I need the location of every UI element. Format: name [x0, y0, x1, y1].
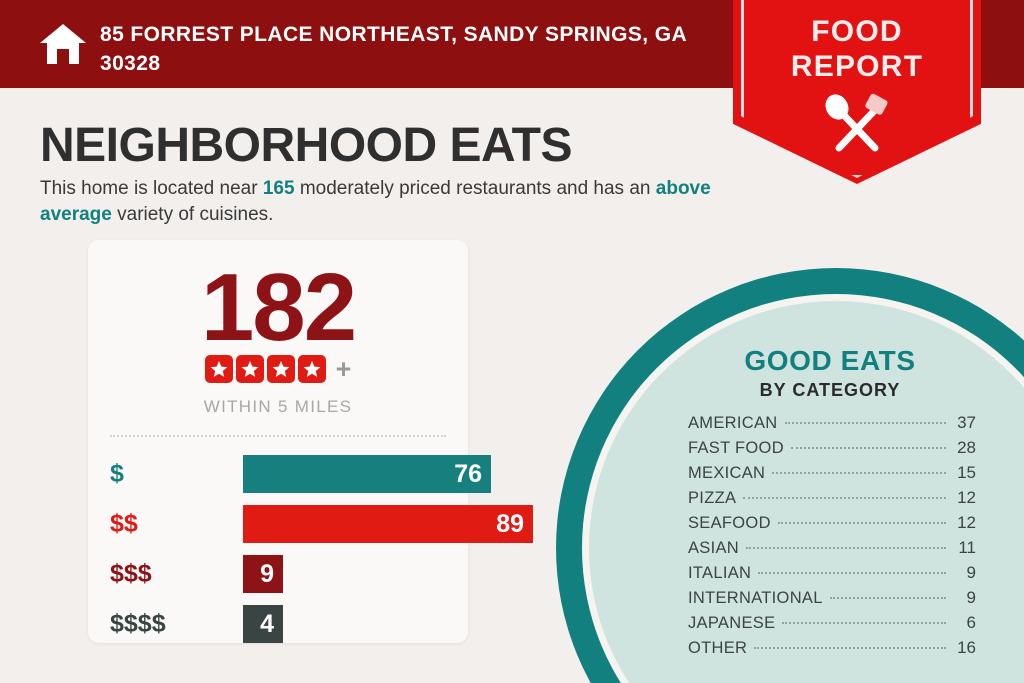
category-name: JAPANESE: [688, 614, 776, 632]
category-name: AMERICAN: [688, 414, 778, 432]
leader-dots: [777, 522, 946, 524]
price-tier-value: 76: [454, 459, 482, 488]
category-count: 12: [957, 488, 976, 507]
category-count: 16: [957, 638, 976, 657]
category-count: 28: [957, 438, 976, 457]
subtitle-text: This home is located near 165 moderately…: [40, 176, 730, 228]
category-list: AMERICAN 37 FAST FOOD 28 MEXICAN 15 PIZZA 12 SEA…: [688, 413, 976, 663]
category-count: 9: [966, 588, 976, 607]
subtitle-part3: variety of cuisines.: [111, 204, 274, 225]
price-tier-row: $$$ 9: [88, 552, 468, 596]
page-title: NEIGHBORHOOD EATS: [40, 119, 572, 172]
spoon-fork-icon: [825, 93, 888, 152]
price-tier-row: $$ 89: [88, 502, 533, 546]
leader-dots: [782, 622, 946, 624]
leader-dots: [784, 422, 946, 424]
badge-inner-border: [741, 0, 973, 178]
star-rating: +: [88, 355, 468, 383]
leader-dots: [829, 597, 946, 599]
category-name: ITALIAN: [688, 564, 752, 582]
category-count: 11: [958, 538, 976, 557]
star-icon: [204, 355, 233, 383]
price-tier-bar-chart: $76 $$ 89 $$$ 9 $$$$ 4: [88, 452, 533, 652]
category-count: 6: [966, 613, 976, 632]
leader-dots: [746, 547, 946, 549]
good-eats-subtitle: BY CATEGORY: [759, 380, 901, 400]
price-tier-bar: 89: [243, 505, 533, 543]
category-name: MEXICAN: [688, 464, 766, 482]
category-name: FAST FOOD: [688, 439, 784, 457]
food-report-badge: FOOD REPORT: [733, 0, 981, 184]
badge-line1: FOOD: [811, 15, 903, 48]
price-tier-label: $: [110, 459, 124, 488]
stat-card: 182 + WITHIN 5 MILES $76 $$ 89 $$$ 9 $$$$ 4: [88, 240, 533, 643]
category-name: SEAFOOD: [688, 514, 771, 532]
leader-dots: [754, 647, 946, 649]
radius-label: WITHIN 5 MILES: [203, 397, 353, 416]
badge-text: FOOD REPORT: [733, 14, 981, 84]
badge-line2: REPORT: [790, 50, 924, 83]
category-row: AMERICAN 37: [688, 413, 976, 438]
subtitle-part1: This home is located near: [40, 178, 263, 199]
price-tier-label: $$$: [110, 559, 152, 588]
category-row: PIZZA 12: [688, 488, 976, 513]
price-tier-value: 9: [260, 559, 274, 588]
category-row: FAST FOOD 28: [688, 438, 976, 463]
price-tier-value: 89: [496, 509, 524, 538]
category-count: 15: [957, 463, 976, 482]
subtitle-part2: moderately priced restaurants and has an: [294, 178, 656, 199]
house-icon: [40, 24, 86, 64]
category-name: OTHER: [688, 639, 748, 657]
good-eats-title: GOOD EATS: [744, 345, 916, 376]
good-eats-circle: [556, 268, 1024, 683]
category-row: SEAFOOD 12: [688, 513, 976, 538]
category-row: ITALIAN 9: [688, 563, 976, 588]
price-tier-bar: 4: [243, 605, 283, 643]
category-row: OTHER 16: [688, 638, 976, 663]
address-text: 85 FORREST PLACE NORTHEAST, SANDY SPRING…: [100, 23, 687, 75]
category-row: JAPANESE 6: [688, 613, 976, 638]
price-tier-label: $$: [110, 509, 138, 538]
card-divider: [110, 435, 446, 437]
price-tier-label: $$$$: [110, 609, 166, 638]
restaurant-count: 182: [200, 254, 357, 361]
price-tier-row: $76: [88, 452, 491, 496]
price-tier-row: $$$$ 4: [88, 602, 468, 646]
price-tier-value: 4: [260, 609, 274, 638]
leader-dots: [772, 472, 946, 474]
subtitle-highlight-count: 165: [262, 178, 295, 199]
good-eats-heading: GOOD EATS BY CATEGORY: [660, 345, 1000, 401]
star-icon: [266, 355, 295, 383]
category-row: INTERNATIONAL 9: [688, 588, 976, 613]
category-name: PIZZA: [688, 489, 737, 507]
category-count: 9: [966, 563, 976, 582]
star-icon: [297, 355, 326, 383]
category-name: ASIAN: [688, 539, 740, 557]
price-tier-bar: 76: [243, 455, 491, 493]
plus-sign: +: [335, 354, 352, 384]
subtitle-highlight-variety: above average: [40, 178, 711, 225]
category-count: 37: [957, 413, 976, 432]
price-tier-bar: 9: [243, 555, 283, 593]
leader-dots: [743, 497, 946, 499]
category-row: MEXICAN 15: [688, 463, 976, 488]
leader-dots: [790, 447, 946, 449]
category-name: INTERNATIONAL: [688, 589, 823, 607]
star-icon: [235, 355, 264, 383]
category-count: 12: [957, 513, 976, 532]
category-row: ASIAN 11: [688, 538, 976, 563]
leader-dots: [758, 572, 946, 574]
